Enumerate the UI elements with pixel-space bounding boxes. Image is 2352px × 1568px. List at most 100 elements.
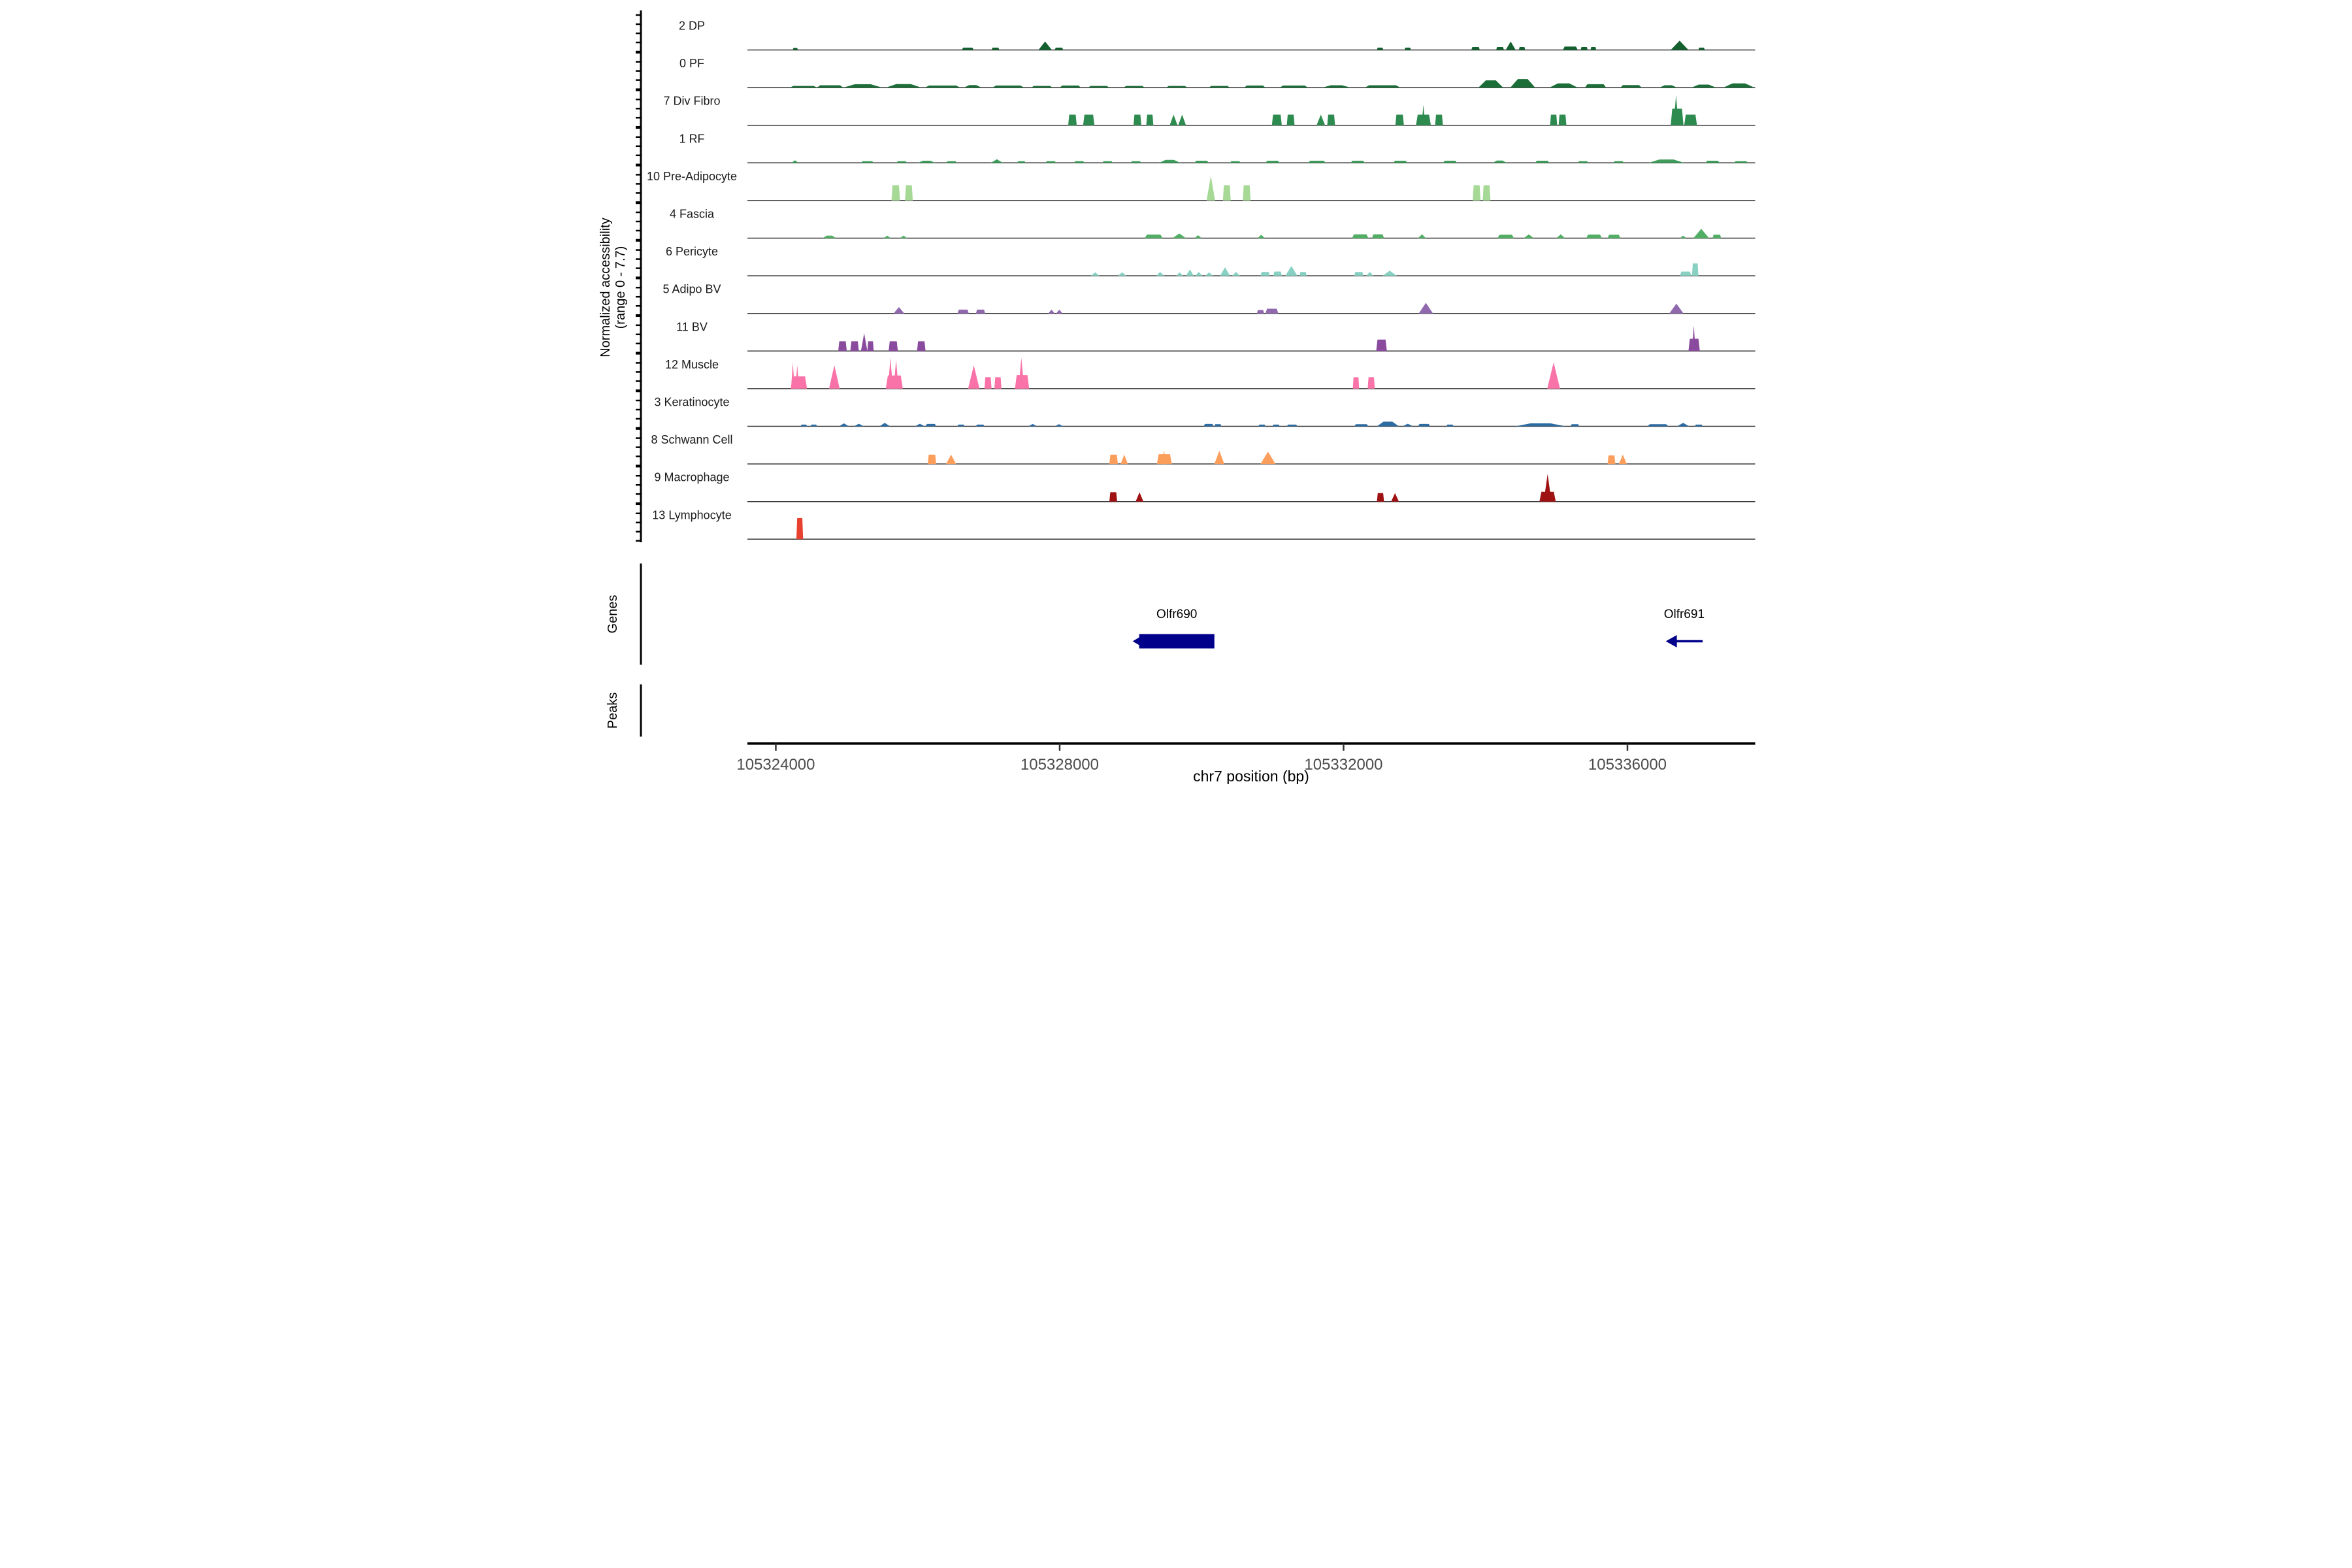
coverage-peak bbox=[1352, 234, 1369, 238]
coverage-peak bbox=[1186, 269, 1194, 276]
gene-body-box bbox=[1139, 634, 1215, 649]
coverage-peak bbox=[1146, 114, 1154, 125]
coverage-peak bbox=[1214, 424, 1222, 427]
coverage-peak bbox=[879, 423, 890, 427]
coverage-peak bbox=[957, 309, 969, 314]
coverage-peak bbox=[1647, 424, 1669, 427]
coverage-peak bbox=[1028, 423, 1037, 427]
coverage-peak bbox=[1258, 235, 1265, 238]
coverage-peak bbox=[1220, 267, 1230, 276]
coverage-peak bbox=[1680, 271, 1691, 276]
coverage-peak bbox=[1535, 161, 1550, 163]
coverage-peak bbox=[984, 377, 992, 389]
coverage-peak bbox=[1299, 272, 1307, 276]
gene-strand-arrowhead bbox=[1132, 637, 1140, 645]
coverage-peak bbox=[1354, 272, 1364, 276]
coverage-peak bbox=[1377, 47, 1384, 50]
coverage-peak bbox=[1556, 234, 1565, 238]
coverage-peak bbox=[1402, 423, 1413, 427]
coverage-peak bbox=[1256, 310, 1264, 314]
coverage-peak bbox=[1166, 86, 1188, 88]
coverage-peak bbox=[917, 161, 936, 163]
peaks-section-label: Peaks bbox=[606, 693, 620, 729]
coverage-peak bbox=[1365, 85, 1401, 88]
coverage-peak bbox=[1206, 176, 1215, 201]
coverage-peak bbox=[1056, 309, 1063, 314]
coverage-peak bbox=[1393, 161, 1408, 163]
coverage-peak bbox=[1620, 85, 1642, 88]
coverage-peak bbox=[964, 85, 982, 88]
coverage-peak bbox=[1133, 114, 1141, 125]
coverage-peak bbox=[990, 159, 1004, 163]
coverage-peak bbox=[1322, 85, 1351, 88]
coverage-peak bbox=[1418, 302, 1433, 314]
coverage-peak bbox=[1693, 229, 1709, 238]
coverage-peak bbox=[946, 161, 957, 163]
coverage-peak bbox=[1272, 424, 1280, 427]
coverage-peak bbox=[1607, 235, 1621, 238]
coverage-peak bbox=[1367, 377, 1375, 389]
coverage-peak bbox=[791, 160, 799, 163]
coverage-peak bbox=[1496, 46, 1504, 50]
coverage-peak bbox=[1285, 266, 1298, 276]
coverage-peak bbox=[1584, 84, 1607, 88]
coverage-peak bbox=[1109, 492, 1117, 502]
coverage-peak bbox=[905, 185, 913, 201]
coverage-peak bbox=[885, 84, 922, 88]
coverage-peak bbox=[1691, 325, 1696, 351]
coverage-peak bbox=[1130, 161, 1141, 163]
coverage-peak bbox=[994, 377, 1002, 389]
coverage-peak bbox=[838, 341, 847, 351]
coverage-peak bbox=[1145, 234, 1163, 238]
y-axis-label-line2: (range 0 - 7.7) bbox=[613, 246, 628, 329]
coverage-peak bbox=[1038, 41, 1053, 50]
coverage-peak bbox=[853, 423, 864, 427]
coverage-peak bbox=[1350, 161, 1365, 163]
coverage-peak bbox=[1156, 272, 1164, 276]
coverage-peak bbox=[1045, 161, 1056, 163]
coverage-peak bbox=[796, 517, 804, 540]
coverage-peak bbox=[1135, 492, 1144, 502]
coverage-peak bbox=[1518, 46, 1526, 50]
coverage-peak bbox=[1260, 272, 1270, 276]
coverage-peak bbox=[962, 47, 974, 50]
coverage-peak bbox=[1265, 161, 1280, 163]
coverage-peak bbox=[1607, 455, 1616, 465]
track-label: 10 Pre-Adipocyte bbox=[647, 170, 737, 183]
coverage-peak bbox=[1178, 114, 1186, 125]
coverage-peak bbox=[839, 423, 849, 427]
coverage-peak bbox=[1205, 272, 1213, 276]
coverage-peak bbox=[946, 454, 956, 465]
coverage-peak bbox=[1478, 80, 1503, 88]
coverage-peak bbox=[1059, 85, 1081, 88]
genes-section-label: Genes bbox=[606, 595, 620, 634]
track-label: 2 DP bbox=[679, 20, 705, 33]
coverage-peak bbox=[1377, 421, 1399, 427]
coverage-peak bbox=[1194, 235, 1202, 238]
coverage-peak bbox=[1418, 234, 1426, 238]
coverage-peak bbox=[992, 85, 1024, 88]
coverage-peak bbox=[1118, 272, 1127, 276]
coverage-peak bbox=[915, 423, 925, 427]
coverage-peak bbox=[1705, 161, 1720, 163]
coverage-peak bbox=[1195, 272, 1203, 276]
track-label: 6 Pericyte bbox=[666, 245, 718, 258]
coverage-peak bbox=[1377, 493, 1384, 502]
coverage-peak bbox=[1083, 114, 1095, 125]
gene-annotations-layer: Olfr690 Olfr691 bbox=[1132, 608, 1705, 649]
coverage-peak bbox=[896, 161, 907, 163]
coverage-peak bbox=[1659, 85, 1678, 88]
genome-coverage-plot: Normalized accessibility (range 0 - 7.7)… bbox=[588, 0, 1764, 784]
coverage-peak bbox=[1230, 161, 1241, 163]
coverage-peak bbox=[1712, 235, 1722, 238]
coverage-peak bbox=[1054, 424, 1064, 427]
coverage-peak bbox=[1421, 105, 1426, 125]
coverage-peak bbox=[1068, 114, 1077, 125]
coverage-peak bbox=[1571, 424, 1580, 427]
coverage-peak bbox=[1371, 234, 1384, 238]
coverage-peak bbox=[1590, 46, 1597, 50]
coverage-peak bbox=[1017, 161, 1026, 163]
coverage-peak bbox=[893, 306, 905, 314]
track-label: 7 Div Fibro bbox=[663, 95, 720, 108]
coverage-peak bbox=[924, 85, 960, 88]
